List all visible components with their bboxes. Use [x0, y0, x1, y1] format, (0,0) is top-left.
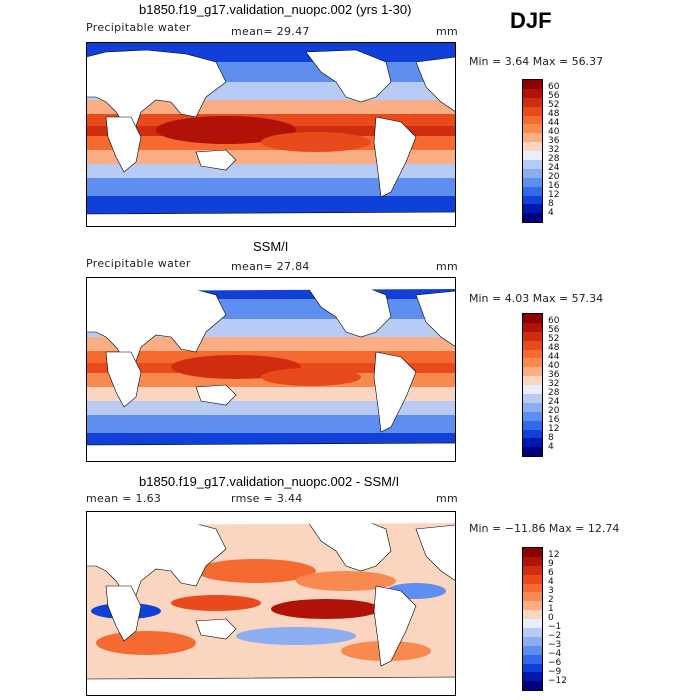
panel1-level: 4: [548, 208, 554, 218]
panel3-level: −9: [548, 667, 562, 677]
panel3-level: −6: [548, 658, 562, 668]
panel2-level: 52: [548, 334, 560, 344]
panel2-level: 8: [548, 433, 554, 443]
panel1-variable: Precipitable water: [86, 21, 191, 34]
panel2-level: 48: [548, 343, 560, 353]
panel1-mean: mean= 29.47: [231, 25, 310, 38]
panel2-title: SSM/I: [253, 239, 289, 254]
panel3-colorbar: [522, 547, 543, 691]
panel3-level: −12: [548, 676, 567, 686]
panel3-units: mm: [436, 492, 459, 505]
panel3-level: 3: [548, 586, 554, 596]
panel2-units: mm: [436, 260, 459, 273]
panel1-level: 32: [548, 145, 560, 155]
panel1-level: 60: [548, 82, 560, 92]
panel1-level: 40: [548, 127, 560, 137]
panel2-minmax: Min = 4.03 Max = 57.34: [469, 292, 604, 305]
panel1-level: 44: [548, 118, 560, 128]
panel3-rmse: rmse = 3.44: [231, 492, 303, 505]
panel1-level: 24: [548, 163, 560, 173]
panel2-level: 20: [548, 406, 560, 416]
panel2-level: 24: [548, 397, 560, 407]
panel3-minmax: Min = −11.86 Max = 12.74: [469, 522, 620, 535]
panel3-level: 4: [548, 577, 554, 587]
panel2-mean: mean= 27.84: [231, 260, 310, 273]
panel2-map: [86, 277, 456, 462]
panel3-level: 9: [548, 559, 554, 569]
panel2-level: 36: [548, 370, 560, 380]
panel3-level: −2: [548, 631, 562, 641]
panel3-title: b1850.f19_g17.validation_nuopc.002 - SSM…: [139, 474, 400, 489]
panel3-level: 2: [548, 595, 554, 605]
panel2-level: 32: [548, 379, 560, 389]
panel2-level: 28: [548, 388, 560, 398]
panel1-level: 8: [548, 199, 554, 209]
panel2-level: 56: [548, 325, 560, 335]
panel3-level: 12: [548, 550, 560, 560]
panel1-level: 12: [548, 190, 560, 200]
panel2-level: 16: [548, 415, 560, 425]
panel1-title: b1850.f19_g17.validation_nuopc.002 (yrs …: [139, 2, 412, 17]
panel3-map: [86, 511, 456, 696]
panel1-level: 52: [548, 100, 560, 110]
panel1-level: 28: [548, 154, 560, 164]
panel1-level: 48: [548, 109, 560, 119]
panel3-level: −1: [548, 622, 562, 632]
panel3-level: 6: [548, 568, 554, 578]
panel2-level: 40: [548, 361, 560, 371]
panel1-level: 36: [548, 136, 560, 146]
panel2-colorbar: [522, 313, 543, 457]
panel1-map: [86, 42, 456, 227]
panel3-mean: mean = 1.63: [86, 492, 162, 505]
panel2-level: 44: [548, 352, 560, 362]
panel1-level: 16: [548, 181, 560, 191]
panel3-level: 1: [548, 604, 554, 614]
panel3-level: −4: [548, 649, 562, 659]
panel3-level: −3: [548, 640, 562, 650]
season-label: DJF: [510, 8, 552, 33]
panel1-level: 20: [548, 172, 560, 182]
panel1-minmax: Min = 3.64 Max = 56.37: [469, 55, 604, 68]
panel2-variable: Precipitable water: [86, 257, 191, 270]
panel1-units: mm: [436, 25, 459, 38]
panel3-level: 0: [548, 613, 554, 623]
panel2-level: 60: [548, 316, 560, 326]
panel2-level: 4: [548, 442, 554, 452]
panel1-colorbar: [522, 79, 543, 223]
panel2-level: 12: [548, 424, 560, 434]
panel1-level: 56: [548, 91, 560, 101]
